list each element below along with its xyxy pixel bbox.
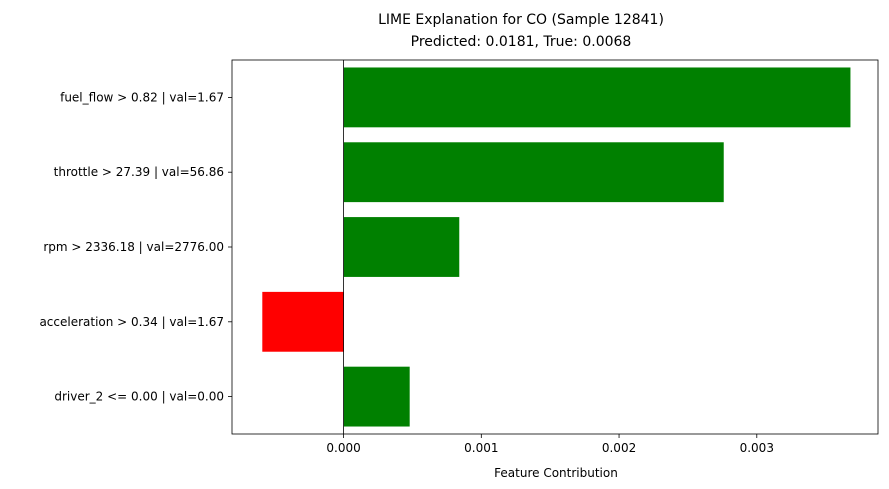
bar-2 bbox=[343, 217, 460, 277]
y-tick-label-2: rpm > 2336.18 | val=2776.00 bbox=[43, 240, 224, 254]
bar-0 bbox=[343, 67, 851, 128]
y-tick-label-0: fuel_flow > 0.82 | val=1.67 bbox=[60, 90, 224, 104]
chart-subtitle: Predicted: 0.0181, True: 0.0068 bbox=[411, 34, 632, 50]
bar-4 bbox=[343, 366, 410, 427]
plot-area: fuel_flow > 0.82 | val=1.67 throttle > 27… bbox=[39, 59, 879, 455]
x-tick-label-0: 0.000 bbox=[326, 441, 360, 455]
y-tick-label-3: acceleration > 0.34 | val=1.67 bbox=[39, 315, 224, 329]
x-tick-label-1: 0.001 bbox=[464, 441, 498, 455]
x-tick-label-2: 0.002 bbox=[602, 441, 636, 455]
bar-3 bbox=[262, 291, 344, 352]
x-tick-label-3: 0.003 bbox=[740, 441, 774, 455]
y-tick-label-4: driver_2 <= 0.00 | val=0.00 bbox=[54, 390, 224, 404]
y-tick-label-1: throttle > 27.39 | val=56.86 bbox=[54, 165, 224, 179]
chart-title: LIME Explanation for CO (Sample 12841) bbox=[378, 12, 664, 28]
bar-1 bbox=[343, 142, 724, 203]
x-axis-label: Feature Contribution bbox=[494, 466, 618, 480]
